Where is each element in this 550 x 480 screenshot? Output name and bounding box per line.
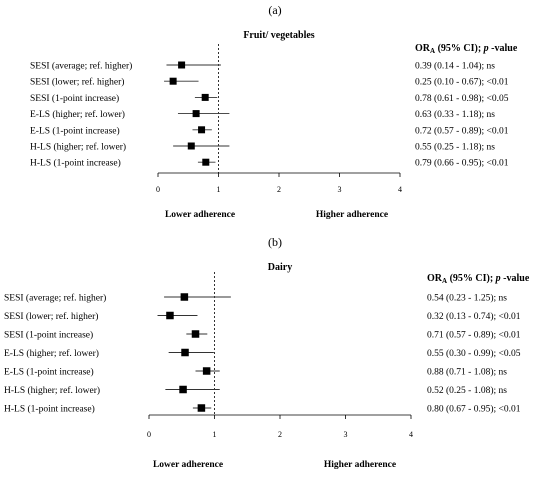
- point-estimate-marker: [179, 385, 187, 394]
- or-value-text: 0.25 (0.10 - 0.67); <0.01: [415, 77, 509, 88]
- row-label: SESI (lower; ref. higher): [30, 77, 124, 88]
- row-label: SESI (average; ref. higher): [4, 293, 106, 304]
- point-estimate-marker: [166, 311, 174, 320]
- point-estimate-marker: [197, 404, 206, 412]
- or-value-text: 0.71 (0.57 - 0.89); <0.01: [427, 330, 521, 341]
- row-label: SESI (1-point increase): [30, 93, 119, 104]
- point-estimate-marker: [192, 110, 200, 118]
- or-column-header: ORA (95% CI); p -value: [415, 43, 518, 55]
- x-tick-label: 4: [409, 430, 413, 439]
- panel-title: Dairy: [268, 262, 292, 273]
- or-column-header: ORA (95% CI); p -value: [427, 273, 530, 285]
- or-value-text: 0.55 (0.25 - 1.18); ns: [415, 142, 495, 153]
- x-tick-label: 3: [338, 185, 342, 194]
- row-label: E-LS (higher; ref. lower): [30, 109, 125, 120]
- point-estimate-marker: [187, 142, 195, 150]
- point-estimate-marker: [169, 77, 177, 85]
- or-value-text: 0.79 (0.66 - 0.95); <0.01: [415, 158, 509, 169]
- point-estimate-marker: [202, 158, 210, 166]
- or-value-text: 0.55 (0.30 - 0.99); <0.05: [427, 348, 521, 359]
- or-value-text: 0.54 (0.23 - 1.25); ns: [427, 293, 507, 304]
- point-estimate-marker: [198, 126, 206, 134]
- x-tick-label: 0: [147, 430, 151, 439]
- x-tick-label: 1: [217, 185, 221, 194]
- point-estimate-marker: [180, 293, 189, 301]
- x-tick-label: 0: [156, 185, 160, 194]
- panel-label: (a): [268, 3, 281, 17]
- higher-adherence-label: Higher adherence: [316, 210, 388, 220]
- x-tick-label: 2: [277, 185, 281, 194]
- x-tick-label: 4: [398, 185, 402, 194]
- x-tick-label: 1: [213, 430, 217, 439]
- or-value-text: 0.39 (0.14 - 1.04); ns: [415, 61, 495, 72]
- point-estimate-marker: [191, 330, 200, 338]
- row-label: E-LS (higher; ref. lower): [4, 348, 99, 359]
- point-estimate-marker: [202, 367, 211, 375]
- point-estimate-marker: [201, 93, 209, 101]
- lower-adherence-label: Lower adherence: [165, 210, 235, 220]
- row-label: H-LS (1-point increase): [4, 404, 95, 415]
- lower-adherence-label: Lower adherence: [153, 460, 223, 470]
- forest-panel-b: (b) Dairy ORA (95% CI); p -value SESI (aver…: [4, 235, 530, 470]
- point-estimate-marker: [178, 61, 186, 69]
- or-value-text: 0.52 (0.25 - 1.08); ns: [427, 385, 507, 396]
- forest-panel-a: (a) Fruit/ vegetables ORA (95% CI); p -val…: [30, 3, 518, 220]
- row-label: SESI (average; ref. higher): [30, 61, 132, 72]
- x-tick-label: 3: [344, 430, 348, 439]
- or-value-text: 0.88 (0.71 - 1.08); ns: [427, 367, 507, 378]
- or-value-text: 0.63 (0.33 - 1.18); ns: [415, 109, 495, 120]
- or-value-text: 0.32 (0.13 - 0.74); <0.01: [427, 311, 521, 322]
- panel-label: (b): [268, 235, 282, 249]
- x-tick-label: 2: [278, 430, 282, 439]
- row-label: SESI (lower; ref. higher): [4, 311, 98, 322]
- row-label: E-LS (1-point increase): [30, 125, 120, 136]
- or-value-text: 0.78 (0.61 - 0.98); <0.05: [415, 93, 509, 104]
- row-label: E-LS (1-point increase): [4, 367, 94, 378]
- or-value-text: 0.72 (0.57 - 0.89); <0.01: [415, 125, 509, 136]
- row-label: H-LS (higher; ref. lower): [4, 385, 100, 396]
- row-label: SESI (1-point increase): [4, 330, 93, 341]
- higher-adherence-label: Higher adherence: [324, 460, 396, 470]
- panel-title: Fruit/ vegetables: [243, 30, 314, 41]
- point-estimate-marker: [181, 348, 189, 357]
- row-label: H-LS (1-point increase): [30, 158, 121, 169]
- or-value-text: 0.80 (0.67 - 0.95); <0.01: [427, 404, 521, 415]
- row-label: H-LS (higher; ref. lower): [30, 142, 126, 153]
